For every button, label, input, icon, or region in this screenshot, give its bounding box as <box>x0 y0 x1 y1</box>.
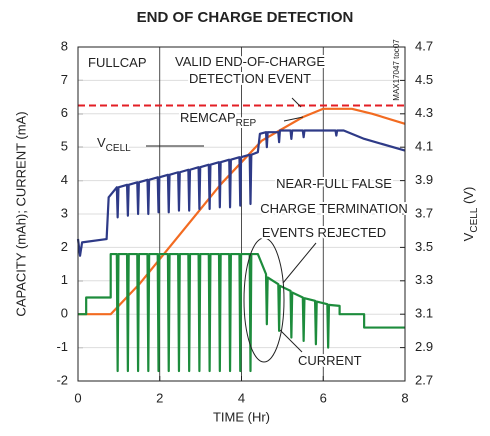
y2-tick-label: 3.5 <box>415 239 433 254</box>
rejected-ellipse <box>243 237 285 363</box>
annotation-text: VALID END-OF-CHARGE <box>175 54 325 69</box>
y2-tick-label: 4.1 <box>415 139 433 154</box>
annotation: VCELL <box>97 135 131 153</box>
y-tick-label: -1 <box>56 339 68 354</box>
y-tick-label: 1 <box>61 272 68 287</box>
y2-axis-label: VCELL (V) <box>461 187 479 242</box>
current-arrow <box>279 329 303 353</box>
y2-tick-label: 3.3 <box>415 272 433 287</box>
y-tick-label: 0 <box>61 306 68 321</box>
y-tick-label: 5 <box>61 139 68 154</box>
series-line <box>76 129 406 257</box>
annotation: REMCAPREP <box>180 110 257 128</box>
y2-tick-label: 4.7 <box>415 38 433 53</box>
y2-axis-label-text: V <box>461 232 476 241</box>
annotation-text: CHARGE TERMINATION <box>260 201 408 216</box>
y2-axis-label-after: (V) <box>461 187 476 208</box>
y-tick-label: 3 <box>61 205 68 220</box>
annotation: EVENTS REJECTED <box>262 225 386 240</box>
remcap-leader <box>283 116 304 122</box>
y-tick-label: 8 <box>61 38 68 53</box>
eoc-arrow <box>291 97 302 108</box>
y2-tick-label: 3.7 <box>415 205 433 220</box>
series-line <box>78 107 406 316</box>
annotation-text: DETECTION EVENT <box>189 71 311 86</box>
annotation: NEAR-FULL FALSE <box>276 176 392 191</box>
y2-tick-label: 4.3 <box>415 105 433 120</box>
y2-tick-label: 2.7 <box>415 372 433 387</box>
y2-axis-label-sub: CELL <box>469 207 480 232</box>
x-tick-label: 4 <box>238 390 245 405</box>
annotation-text: V <box>97 135 106 150</box>
annotation: FULLCAP <box>88 55 147 70</box>
y2-tick-label: 3.1 <box>415 306 433 321</box>
y-tick-label: 4 <box>61 172 68 187</box>
y-tick-label: 7 <box>61 72 68 87</box>
rejected-arrow <box>282 242 317 284</box>
y-tick-label: 6 <box>61 105 68 120</box>
x-tick-label: 8 <box>401 390 408 405</box>
x-tick-label: 2 <box>156 390 163 405</box>
annotation-text: FULLCAP <box>88 55 147 70</box>
y-tick-label: 2 <box>61 239 68 254</box>
x-tick-label: 6 <box>320 390 327 405</box>
annotation-text: EVENTS REJECTED <box>262 225 386 240</box>
y-tick-label: -2 <box>56 372 68 387</box>
leader-lines <box>146 97 317 363</box>
annotation-text: CURRENT <box>298 353 362 368</box>
annotation: VALID END-OF-CHARGE <box>175 54 325 69</box>
y2-tick-label: 4.5 <box>415 72 433 87</box>
series-line <box>78 252 405 373</box>
chart-title: END OF CHARGE DETECTION <box>137 9 354 26</box>
series-group <box>76 104 406 373</box>
y-axis-label: CAPACITY (mAh); CURRENT (mA) <box>13 111 28 316</box>
x-tick-label: 0 <box>74 390 81 405</box>
part-number: MAX17047 toc07 <box>392 39 401 101</box>
annotation: DETECTION EVENT <box>189 71 311 86</box>
annotation-text: NEAR-FULL FALSE <box>276 176 392 191</box>
labels: -2 -1 0 1 2 3 4 5 6 7 8 2.7 2.9 3.1 3.3 3.5 3.7 3.9 4.1 4.3… <box>13 38 479 424</box>
annotation-sub: REP <box>236 118 257 129</box>
plot-frame <box>77 46 406 382</box>
annotation-sub: CELL <box>106 143 131 154</box>
annotation-text: REMCAP <box>180 110 236 125</box>
y2-tick-label: 2.9 <box>415 339 433 354</box>
y2-tick-label: 3.9 <box>415 172 433 187</box>
annotation: CHARGE TERMINATION <box>260 201 408 216</box>
annotation: CURRENT <box>298 353 362 368</box>
x-axis-label: TIME (Hr) <box>213 409 270 424</box>
